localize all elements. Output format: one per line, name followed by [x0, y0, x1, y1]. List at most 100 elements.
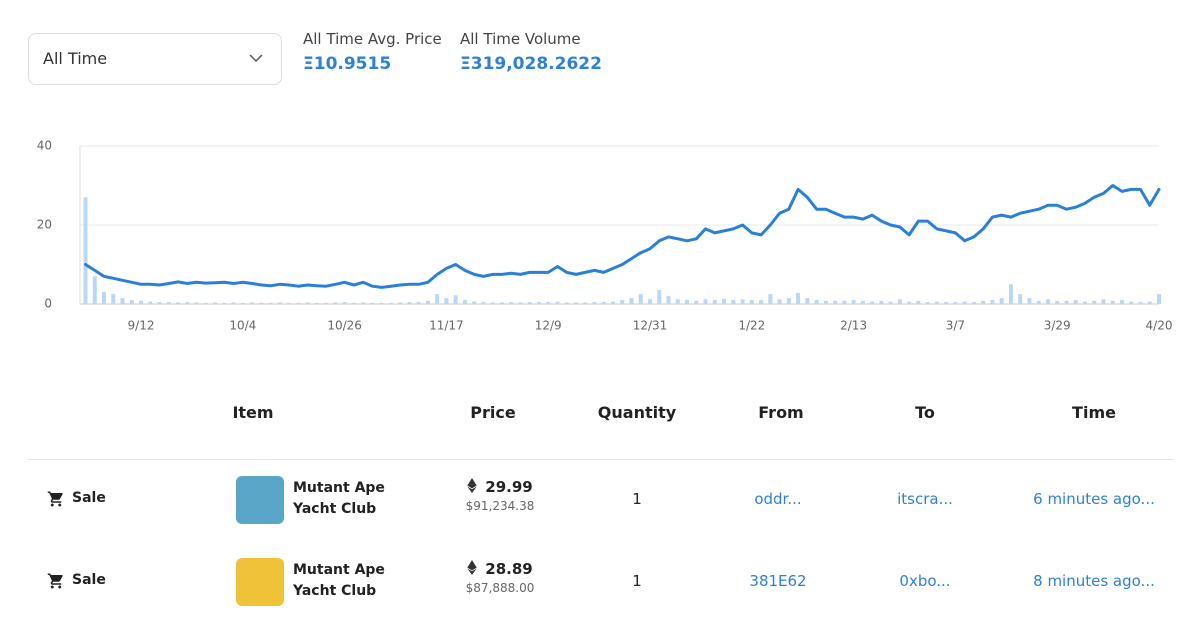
- cart-icon: [47, 491, 63, 507]
- volume-bar: [879, 300, 884, 304]
- column-header: Price: [470, 403, 516, 422]
- volume-bar: [916, 300, 921, 304]
- volume-bar: [657, 290, 662, 304]
- volume-bar: [370, 302, 375, 304]
- volume-bar: [897, 299, 902, 304]
- to-address[interactable]: 0xbo...: [899, 572, 951, 590]
- volume-bar: [620, 300, 625, 304]
- y-tick-label: 20: [37, 218, 52, 232]
- time-link[interactable]: 6 minutes ago...: [1033, 490, 1155, 508]
- x-tick-label: 12/31: [633, 319, 668, 333]
- volume-bar: [592, 302, 597, 304]
- volume-bar: [213, 302, 218, 304]
- x-tick-label: 2/13: [840, 319, 867, 333]
- volume-bar: [351, 302, 356, 304]
- volume-bar: [601, 302, 606, 304]
- volume-bar: [472, 301, 477, 304]
- chevron: [249, 54, 263, 63]
- volume-bar: [999, 298, 1004, 304]
- volume-bar: [361, 302, 366, 304]
- volume-bar: [324, 302, 329, 304]
- volume-bar: [694, 300, 699, 304]
- y-tick-label: 40: [37, 139, 52, 153]
- volume-bar: [250, 302, 255, 304]
- x-tick-label: 1/22: [738, 319, 765, 333]
- volume-bar: [1110, 300, 1115, 304]
- volume-bar: [509, 302, 514, 304]
- volume-bar: [731, 300, 736, 304]
- volume-bar: [759, 300, 764, 304]
- volume-bar: [129, 300, 134, 304]
- to-address[interactable]: itscra...: [897, 490, 953, 508]
- volume-bar: [981, 300, 986, 304]
- volume-bar: [740, 299, 745, 304]
- usd-price: $91,234.38: [465, 499, 535, 513]
- volume-bar: [573, 302, 578, 304]
- x-tick-label: 4/20: [1146, 319, 1173, 333]
- volume-bar: [805, 298, 810, 304]
- volume-bar: [675, 299, 680, 304]
- volume-bar: [546, 302, 551, 304]
- volume-bar: [564, 302, 569, 304]
- volume-bar: [703, 299, 708, 304]
- dropdown-value: All Time: [43, 49, 108, 68]
- event-type: Sale: [47, 572, 106, 594]
- volume-bar: [1157, 294, 1161, 304]
- volume-bar: [907, 301, 912, 304]
- column-header: From: [758, 403, 804, 422]
- volume-bar: [629, 298, 634, 304]
- x-tick-label: 3/29: [1044, 319, 1071, 333]
- volume-bar: [314, 302, 319, 304]
- volume-bar: [1129, 301, 1134, 304]
- eth-amount: 29.99: [485, 478, 533, 496]
- volume-bar: [518, 302, 523, 304]
- separator: [28, 459, 1174, 460]
- volume-bar: [231, 302, 236, 304]
- volume-bar: [860, 300, 865, 304]
- volume-bar: [462, 300, 467, 304]
- from-address[interactable]: 381E62: [749, 572, 807, 590]
- time-link[interactable]: 8 minutes ago...: [1033, 572, 1155, 590]
- volume-bar: [120, 298, 125, 304]
- volume-bar: [444, 298, 449, 304]
- column-header: Item: [232, 403, 274, 422]
- volume-bar: [833, 300, 838, 304]
- price-line: [84, 184, 1161, 289]
- volume-bar: [490, 302, 495, 304]
- from-address[interactable]: oddr...: [754, 490, 802, 508]
- item-thumbnail: [236, 558, 284, 606]
- volume-bar: [453, 295, 458, 304]
- stat: All Time Avg. Price Ξ10.9515: [303, 30, 442, 74]
- volume-bar: [962, 301, 967, 304]
- eth-price: 29.99: [440, 478, 560, 496]
- x-tick-label: 9/12: [128, 319, 155, 333]
- volume-bar: [1092, 300, 1097, 304]
- x-tick-label: 12/9: [535, 319, 562, 333]
- volume-bar: [398, 302, 403, 304]
- volume-bar: [814, 300, 819, 304]
- table-row: Sale Mutant Ape Yacht Club 29.99 $91,234.38…: [0, 466, 1200, 536]
- usd-price: $87,888.00: [465, 581, 535, 595]
- volume-bar: [1055, 300, 1060, 304]
- volume-bar: [296, 302, 301, 304]
- volume-bar: [851, 300, 856, 304]
- volume-bar: [157, 302, 162, 304]
- volume-bar: [749, 300, 754, 304]
- eth-icon: [467, 478, 477, 493]
- volume-bar: [407, 302, 412, 304]
- y-tick-label: 0: [44, 297, 52, 311]
- volume-bar: [1027, 298, 1032, 304]
- stat-value: Ξ10.9515: [303, 54, 392, 74]
- volume-bar: [944, 302, 949, 304]
- event-type: Sale: [47, 490, 106, 512]
- volume-bar: [1119, 300, 1124, 304]
- volume-bar: [499, 302, 504, 304]
- volume-bar: [176, 302, 181, 304]
- stat-label: All Time Avg. Price: [303, 30, 442, 48]
- stat: All Time Volume Ξ319,028.2622: [460, 30, 602, 74]
- volume-bar: [1138, 302, 1143, 304]
- volume-bar: [379, 302, 384, 304]
- time-range-dropdown[interactable]: All Time: [28, 33, 282, 85]
- eth-price: 28.89: [440, 560, 560, 578]
- quantity: 1: [632, 572, 642, 590]
